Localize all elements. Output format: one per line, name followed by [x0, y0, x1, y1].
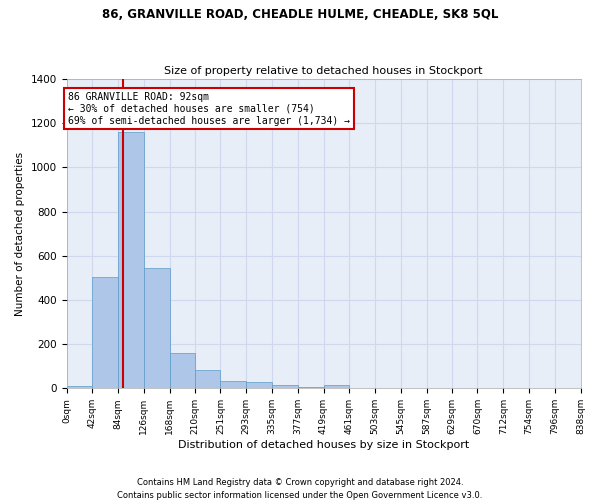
Bar [220, 381, 246, 388]
Bar [272, 385, 298, 388]
X-axis label: Distribution of detached houses by size in Stockport: Distribution of detached houses by size … [178, 440, 469, 450]
Bar [246, 382, 272, 388]
Bar [196, 370, 220, 388]
Y-axis label: Number of detached properties: Number of detached properties [15, 152, 25, 316]
Bar [67, 386, 92, 388]
Bar [170, 353, 196, 388]
Text: Contains HM Land Registry data © Crown copyright and database right 2024.
Contai: Contains HM Land Registry data © Crown c… [118, 478, 482, 500]
Bar [118, 132, 144, 388]
Title: Size of property relative to detached houses in Stockport: Size of property relative to detached ho… [164, 66, 483, 76]
Bar [92, 277, 118, 388]
Text: 86 GRANVILLE ROAD: 92sqm
← 30% of detached houses are smaller (754)
69% of semi-: 86 GRANVILLE ROAD: 92sqm ← 30% of detach… [68, 92, 350, 126]
Text: 86, GRANVILLE ROAD, CHEADLE HULME, CHEADLE, SK8 5QL: 86, GRANVILLE ROAD, CHEADLE HULME, CHEAD… [102, 8, 498, 20]
Bar [323, 386, 349, 388]
Bar [144, 268, 170, 388]
Bar [298, 387, 323, 388]
